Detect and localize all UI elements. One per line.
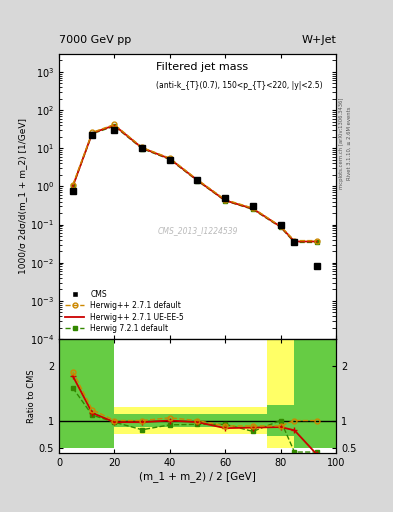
Legend: CMS, Herwig++ 2.7.1 default, Herwig++ 2.7.1 UE-EE-5, Herwig 7.2.1 default: CMS, Herwig++ 2.7.1 default, Herwig++ 2.… bbox=[63, 288, 186, 335]
Text: mcplots.cern.ch [arXiv:1306.3436]: mcplots.cern.ch [arXiv:1306.3436] bbox=[339, 98, 344, 189]
Text: Filtered jet mass: Filtered jet mass bbox=[156, 62, 248, 72]
X-axis label: (m_1 + m_2) / 2 [GeV]: (m_1 + m_2) / 2 [GeV] bbox=[139, 471, 256, 482]
Text: W+Jet: W+Jet bbox=[301, 35, 336, 45]
Y-axis label: Ratio to CMS: Ratio to CMS bbox=[27, 369, 36, 423]
Text: 7000 GeV pp: 7000 GeV pp bbox=[59, 35, 131, 45]
Y-axis label: 1000/σ 2dσ/d(m_1 + m_2) [1/GeV]: 1000/σ 2dσ/d(m_1 + m_2) [1/GeV] bbox=[18, 118, 27, 274]
Text: (anti-k_{T}(0.7), 150<p_{T}<220, |y|<2.5): (anti-k_{T}(0.7), 150<p_{T}<220, |y|<2.5… bbox=[156, 81, 323, 90]
Text: Rivet 3.1.10, ≥ 2.6M events: Rivet 3.1.10, ≥ 2.6M events bbox=[347, 106, 352, 180]
Text: CMS_2013_I1224539: CMS_2013_I1224539 bbox=[157, 226, 238, 235]
